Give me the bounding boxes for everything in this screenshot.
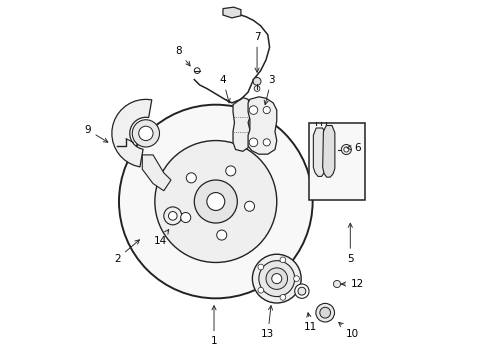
Text: 5: 5 bbox=[346, 223, 353, 264]
Polygon shape bbox=[313, 128, 325, 176]
Polygon shape bbox=[223, 7, 241, 18]
Text: 7: 7 bbox=[253, 32, 260, 72]
Text: 4: 4 bbox=[219, 75, 230, 103]
Circle shape bbox=[225, 166, 235, 176]
Circle shape bbox=[254, 86, 260, 91]
Circle shape bbox=[258, 264, 263, 270]
Text: 3: 3 bbox=[264, 75, 274, 105]
Circle shape bbox=[249, 138, 257, 147]
Circle shape bbox=[343, 147, 348, 152]
Circle shape bbox=[263, 107, 270, 114]
Polygon shape bbox=[233, 98, 249, 151]
Circle shape bbox=[132, 120, 159, 147]
Circle shape bbox=[206, 193, 224, 211]
Polygon shape bbox=[112, 99, 151, 167]
Circle shape bbox=[294, 284, 308, 298]
Circle shape bbox=[163, 207, 182, 225]
Circle shape bbox=[315, 303, 334, 322]
Text: 2: 2 bbox=[114, 240, 139, 264]
Circle shape bbox=[280, 257, 285, 263]
Circle shape bbox=[258, 287, 263, 293]
Circle shape bbox=[271, 274, 281, 284]
Circle shape bbox=[139, 126, 153, 140]
Circle shape bbox=[319, 307, 330, 318]
Circle shape bbox=[244, 201, 254, 211]
Circle shape bbox=[280, 294, 285, 300]
Text: 9: 9 bbox=[84, 125, 108, 142]
Circle shape bbox=[265, 268, 287, 289]
Text: 11: 11 bbox=[304, 313, 317, 332]
Text: 6: 6 bbox=[346, 143, 360, 153]
Bar bbox=[308, 123, 364, 200]
Circle shape bbox=[181, 212, 190, 222]
Circle shape bbox=[293, 276, 299, 282]
Text: 14: 14 bbox=[153, 230, 168, 246]
Circle shape bbox=[186, 173, 196, 183]
Text: 13: 13 bbox=[261, 306, 274, 339]
Circle shape bbox=[253, 77, 261, 85]
Circle shape bbox=[168, 212, 177, 220]
Circle shape bbox=[263, 139, 270, 146]
Circle shape bbox=[119, 105, 312, 298]
Circle shape bbox=[194, 68, 200, 73]
Circle shape bbox=[297, 287, 305, 295]
Polygon shape bbox=[142, 155, 171, 191]
Text: 12: 12 bbox=[341, 279, 364, 289]
Circle shape bbox=[333, 280, 340, 288]
Polygon shape bbox=[322, 126, 334, 177]
Circle shape bbox=[216, 230, 226, 240]
Circle shape bbox=[155, 140, 276, 262]
Circle shape bbox=[249, 106, 257, 114]
Text: 1: 1 bbox=[210, 306, 217, 346]
Circle shape bbox=[341, 144, 351, 154]
Circle shape bbox=[194, 180, 237, 223]
Polygon shape bbox=[247, 97, 276, 154]
Circle shape bbox=[252, 254, 301, 303]
Circle shape bbox=[258, 261, 294, 297]
Text: 8: 8 bbox=[175, 46, 190, 66]
Text: 10: 10 bbox=[338, 322, 358, 339]
